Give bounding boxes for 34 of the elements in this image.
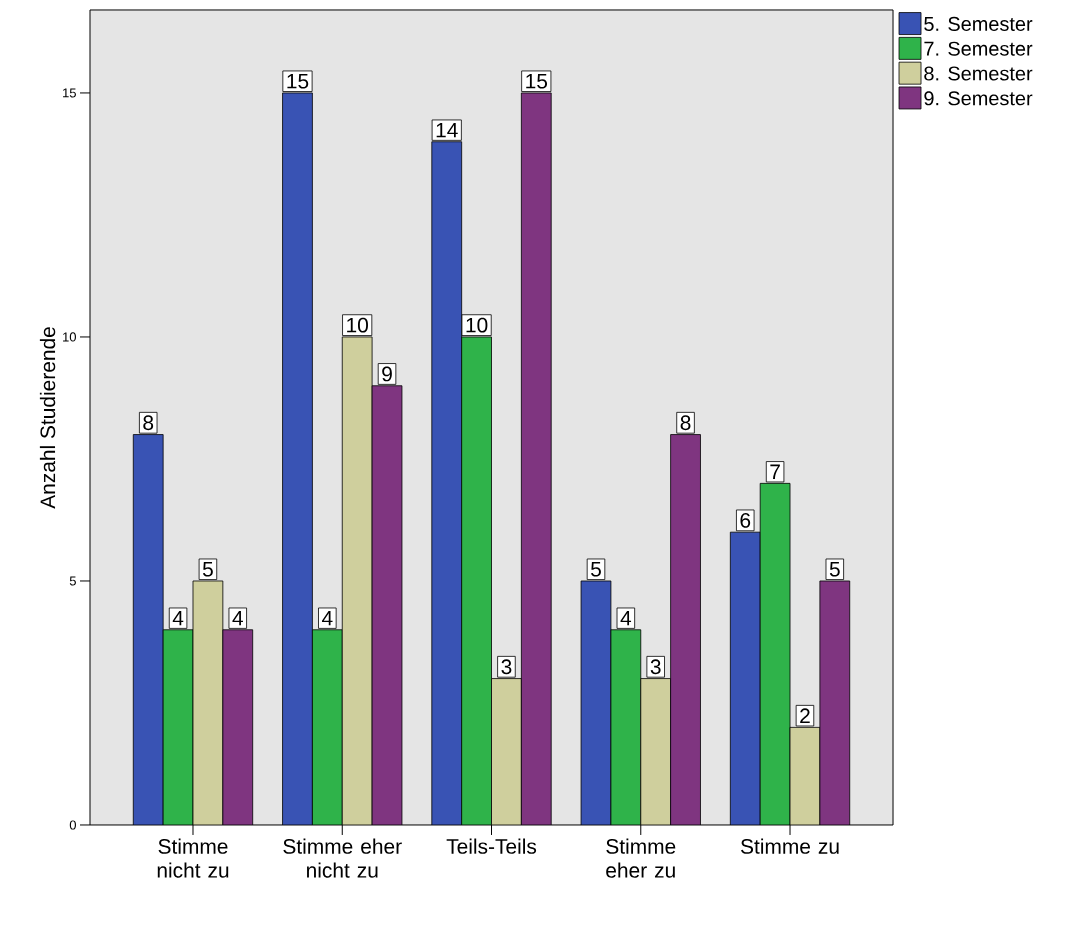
data-label: 3 bbox=[501, 659, 512, 675]
data-label: 8 bbox=[680, 415, 691, 431]
data-label: 4 bbox=[232, 610, 243, 626]
data-label: 6 bbox=[740, 512, 751, 528]
data-label: 4 bbox=[172, 610, 184, 626]
data-label: 2 bbox=[800, 708, 810, 723]
data-label: 9 bbox=[382, 366, 392, 382]
x-tick-label: Stimme nicht zu bbox=[157, 838, 229, 878]
data-label: 15 bbox=[526, 73, 548, 89]
data-label: 7 bbox=[770, 464, 780, 479]
y-tick-label: 10 bbox=[63, 332, 76, 342]
legend-label: 5. Semester bbox=[924, 16, 1033, 31]
data-label: 5 bbox=[202, 561, 213, 577]
y-tick-label: 15 bbox=[63, 88, 76, 98]
legend-label: 8. Semester bbox=[924, 66, 1033, 81]
legend-label: 7. Semester bbox=[924, 41, 1033, 56]
data-label: 3 bbox=[650, 659, 661, 675]
data-label: 15 bbox=[287, 73, 309, 89]
x-tick-label: Stimme eher zu bbox=[606, 838, 676, 878]
x-tick-label: Teils-Teils bbox=[446, 838, 537, 854]
y-axis-title: Anzahl Studierende bbox=[39, 327, 56, 509]
data-label: 5 bbox=[591, 561, 601, 577]
data-label: 5 bbox=[829, 561, 840, 577]
data-label: 8 bbox=[143, 415, 154, 431]
y-tick-label: 0 bbox=[69, 820, 76, 830]
legend-label: 9. Semester bbox=[924, 91, 1033, 106]
y-tick-label: 5 bbox=[69, 576, 76, 586]
data-label: 10 bbox=[466, 317, 488, 333]
data-label: 14 bbox=[436, 122, 458, 138]
data-label: 10 bbox=[347, 317, 368, 333]
x-tick-label: Stimme eher nicht zu bbox=[283, 838, 402, 878]
x-tick-label: Stimme zu bbox=[740, 838, 839, 854]
data-label: 4 bbox=[322, 610, 333, 626]
data-label: 4 bbox=[620, 610, 632, 626]
